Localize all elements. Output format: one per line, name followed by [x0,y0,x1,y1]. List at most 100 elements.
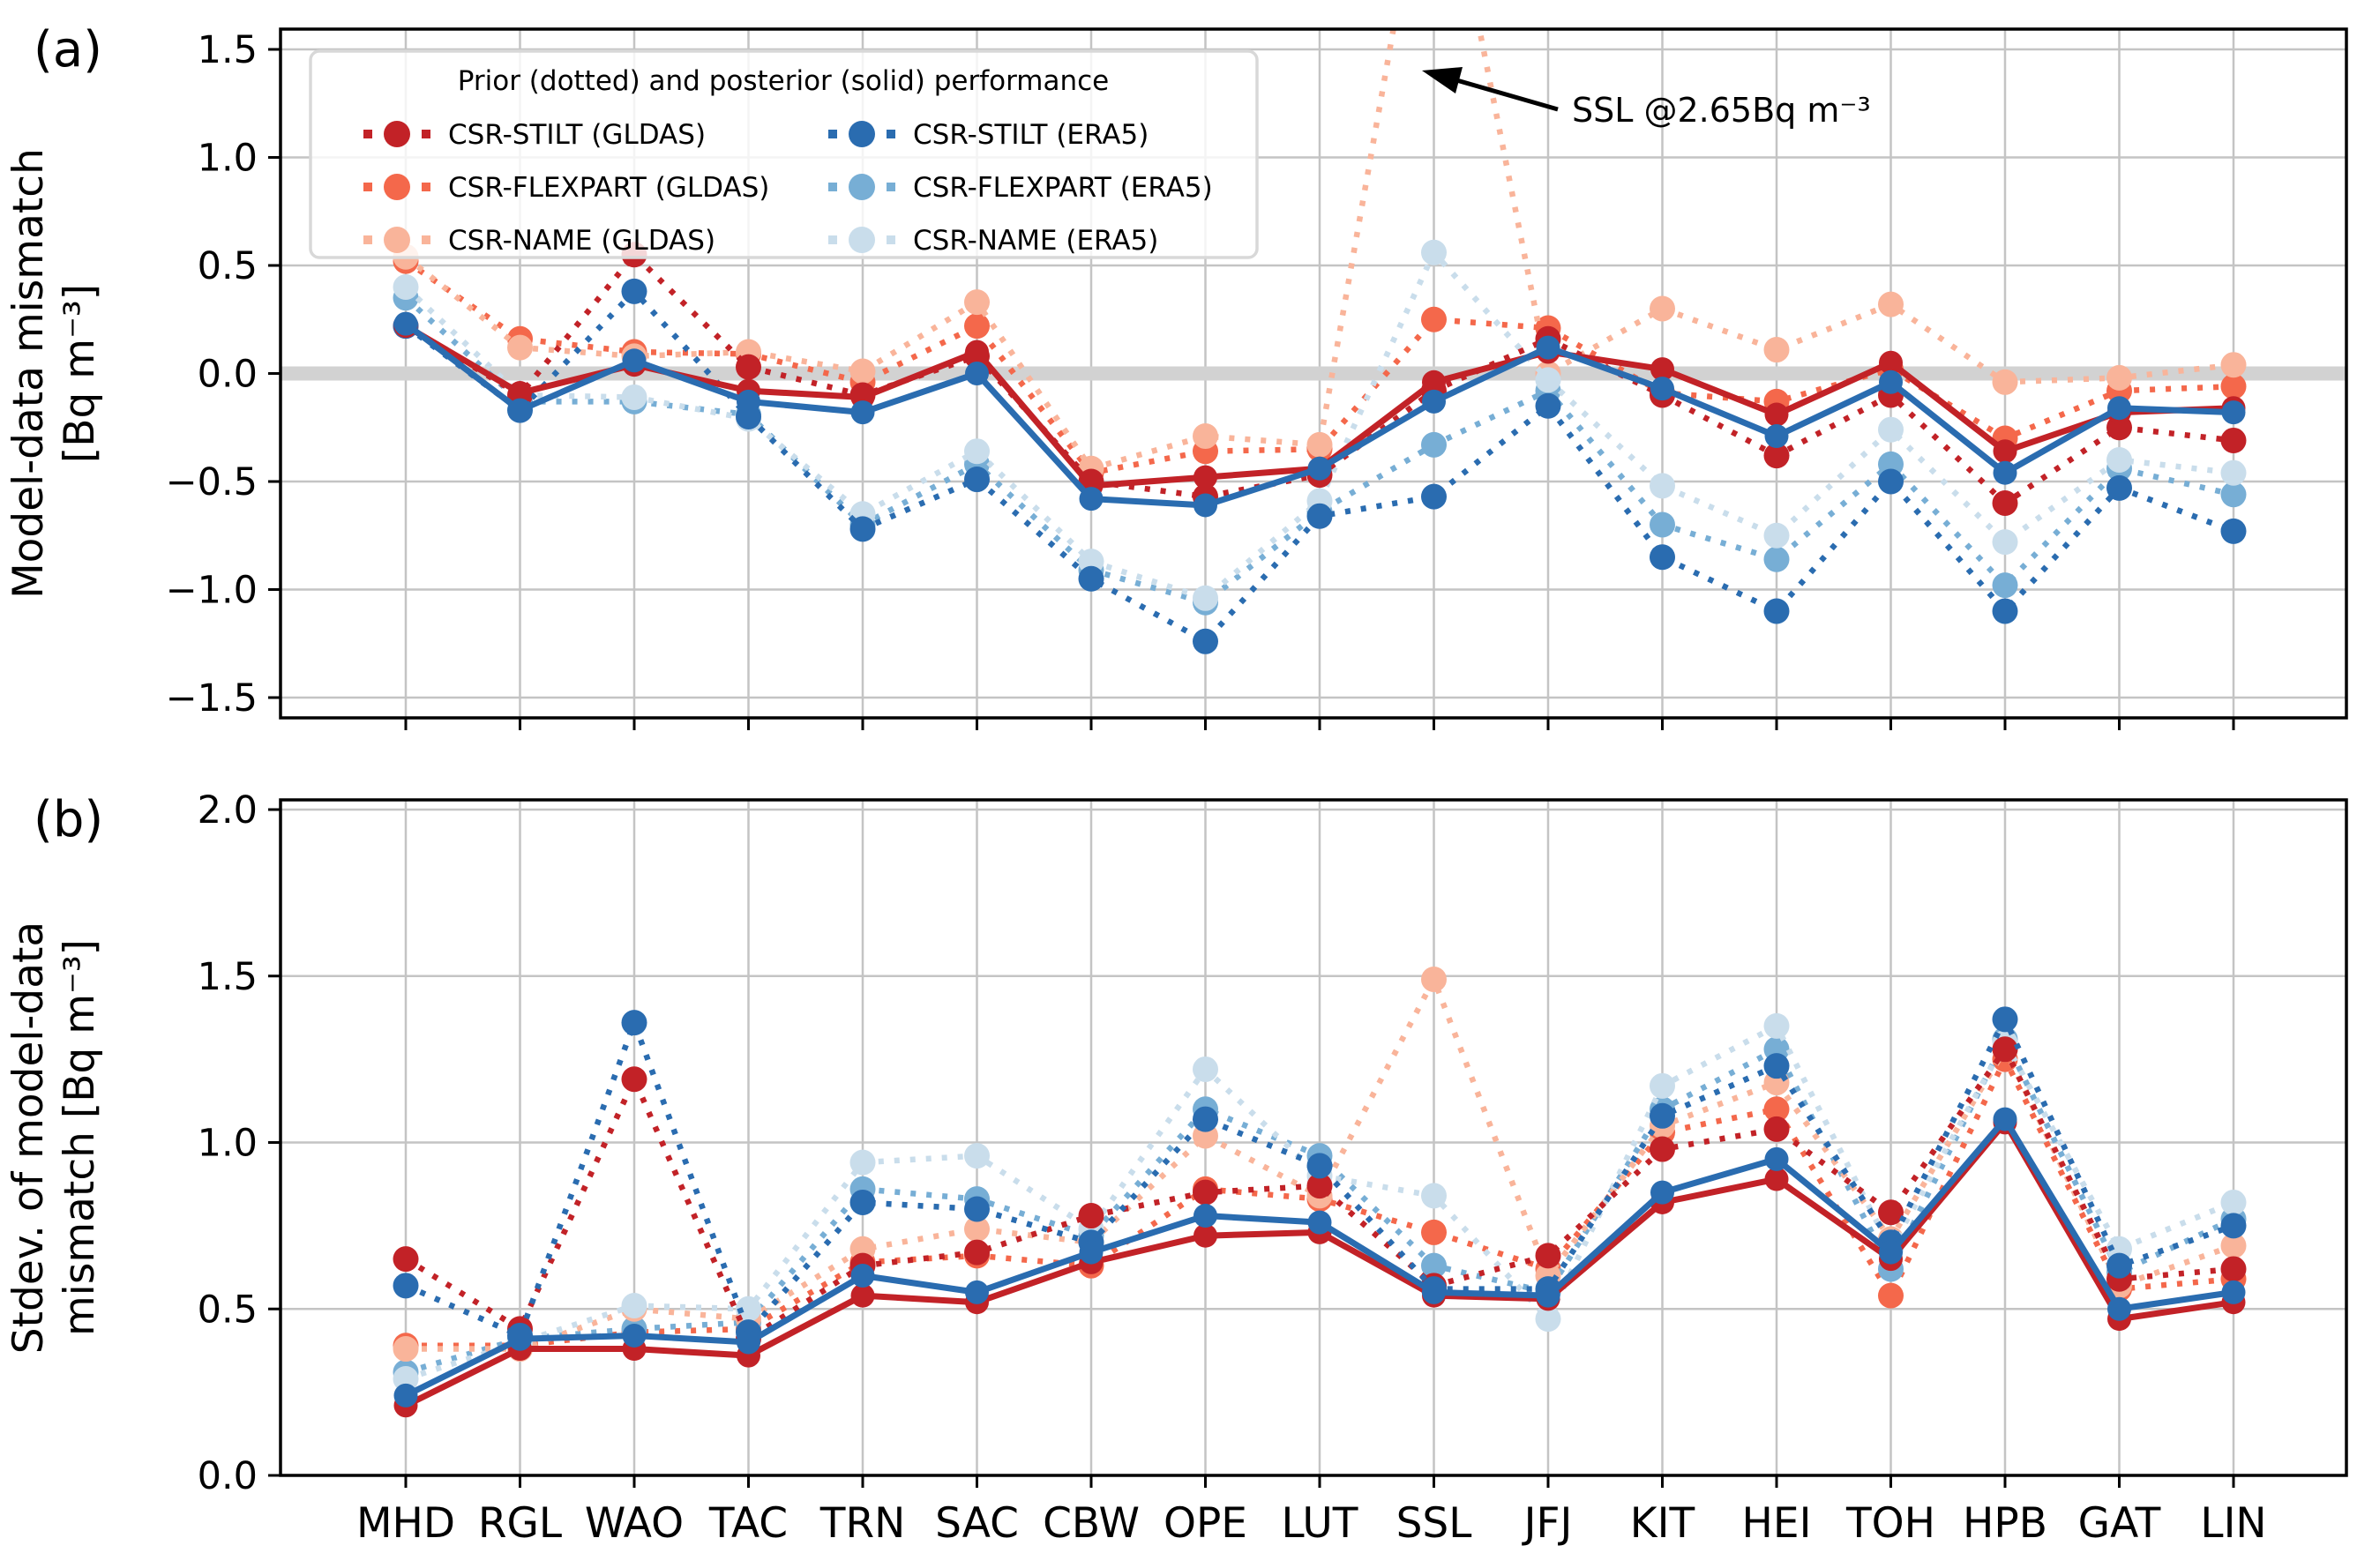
data-point-SSL [1421,1252,1447,1279]
legend-dash-icon [828,183,837,191]
station-label-SSL: SSL [1396,1499,1472,1548]
data-point-HEI [1763,337,1790,363]
data-point-OPE [1193,585,1218,611]
data-point-LUT [1306,503,1333,529]
data-point-RGL [508,1326,532,1351]
data-point-KIT [1650,1102,1675,1129]
ylabel-a-line1: Model-data mismatch [4,148,53,599]
legend-dash-icon [422,130,430,138]
station-label-MHD: MHD [356,1499,455,1548]
data-point-TRN [849,516,876,542]
legend-dash-icon [363,130,372,138]
data-point-HEI [1763,1116,1790,1142]
legend-item-label: CSR-STILT (GLDAS) [448,119,706,151]
station-label-HPB: HPB [1963,1499,2047,1548]
data-point-TRN [849,1189,876,1215]
data-point-HPB [1992,490,2018,516]
data-point-TRN [849,1149,876,1176]
station-label-TOH: TOH [1845,1499,1935,1548]
ylabel-b-line2: mismatch [Bq m⁻³] [56,939,104,1336]
plot-area-a [393,29,2247,654]
data-point-TAC [737,389,760,414]
data-point-LUT [1306,431,1333,458]
data-point-GAT [2107,1296,2131,1321]
ytick-label: −0.5 [166,460,258,504]
data-point-JFJ [1535,392,1561,419]
data-point-LIN [2221,400,2246,425]
data-point-OPE [1193,1204,1217,1228]
ytick-label: −1.0 [166,569,258,613]
annotation-arrow-line [1453,77,1559,112]
axes-spines-b [279,798,2348,1477]
data-point-HPB [1992,529,2018,556]
legend-dash-icon [887,130,895,138]
data-point-SAC [965,362,989,385]
data-point-TOH [1878,291,1904,317]
data-point-LIN [2220,1256,2247,1282]
data-point-LIN [2220,1233,2247,1259]
data-point-LIN [2221,1280,2246,1304]
series-csr-stilt-era5-posterior [393,1107,2246,1407]
data-point-SSL [1422,389,1446,414]
station-label-GAT: GAT [2078,1499,2161,1548]
data-point-KIT [1650,473,1675,499]
data-point-TRN [850,1283,875,1308]
data-point-KIT [1650,357,1674,382]
data-point-HPB [1992,1036,2018,1063]
data-point-LUT [1307,456,1332,481]
station-label-TAC: TAC [708,1499,788,1548]
data-point-OPE [1193,465,1217,489]
data-point-LIN [2220,482,2247,508]
data-point-JFJ [1535,1306,1561,1333]
data-point-OPE [1193,1179,1218,1206]
data-point-HPB [1992,1006,2018,1033]
ytick-label: 0.0 [198,1454,258,1498]
data-point-HPB [1993,460,2017,485]
legend-marker-icon [384,174,410,200]
data-point-SSL [1421,1183,1447,1209]
legend: Prior (dotted) and posterior (solid) per… [309,49,1259,259]
data-point-OPE [1193,1106,1218,1132]
data-point-SAC [964,1143,990,1169]
legend-item-csr-stilt-era5-: CSR-STILT (ERA5) [828,119,1149,151]
data-point-OPE [1193,1056,1218,1082]
data-point-SSL [1422,370,1446,394]
data-point-LUT [1306,1153,1333,1179]
series-line [405,1021,2235,1382]
data-point-OPE [1193,423,1218,450]
data-point-KIT [1650,1136,1675,1162]
data-point-HPB [1993,439,2017,464]
station-label-CBW: CBW [1043,1499,1140,1548]
data-point-GAT [2106,474,2132,501]
data-point-JFJ [1535,1243,1561,1269]
plot-area-b [393,967,2247,1418]
ytick-label: 1.0 [198,1122,258,1166]
series-line [404,287,2235,646]
data-point-HEI [1764,1146,1789,1171]
panel-b: 2.0 1.5 1.0 0.5 0.0 MHD RGL WAO TAC TRN SAC CBW OPE L… [4,788,2348,1548]
data-point-SSL [1421,1219,1447,1245]
data-point-WAO [622,1323,647,1348]
data-point-KIT [1650,295,1675,322]
ytick-label: 1.5 [198,955,258,999]
data-point-SSL [1421,483,1447,510]
ticks-a: 1.5 1.0 0.5 0.0 −0.5 −1.0 −1.5 [166,28,2235,730]
data-point-TOH [1879,350,1903,375]
legend-marker-icon [849,174,875,200]
series-csr-stilt-era5-posterior [393,311,2246,518]
annotation-text: SSL @2.65Bq m⁻³ [1572,91,1871,130]
station-label-LIN: LIN [2200,1499,2266,1548]
legend-dash-icon [828,130,837,138]
series-line [403,29,2234,473]
station-label-RGL: RGL [478,1499,562,1548]
data-point-MHD [393,1273,419,1299]
data-point-KIT [1650,1180,1674,1205]
data-point-SSL [1421,239,1447,265]
legend-dash-icon [363,235,372,244]
data-point-HEI [1763,546,1790,572]
data-point-HPB [1992,598,2018,624]
data-point-HEI [1763,1012,1790,1039]
data-point-TOH [1878,1282,1904,1309]
data-point-TRN [850,1264,875,1288]
